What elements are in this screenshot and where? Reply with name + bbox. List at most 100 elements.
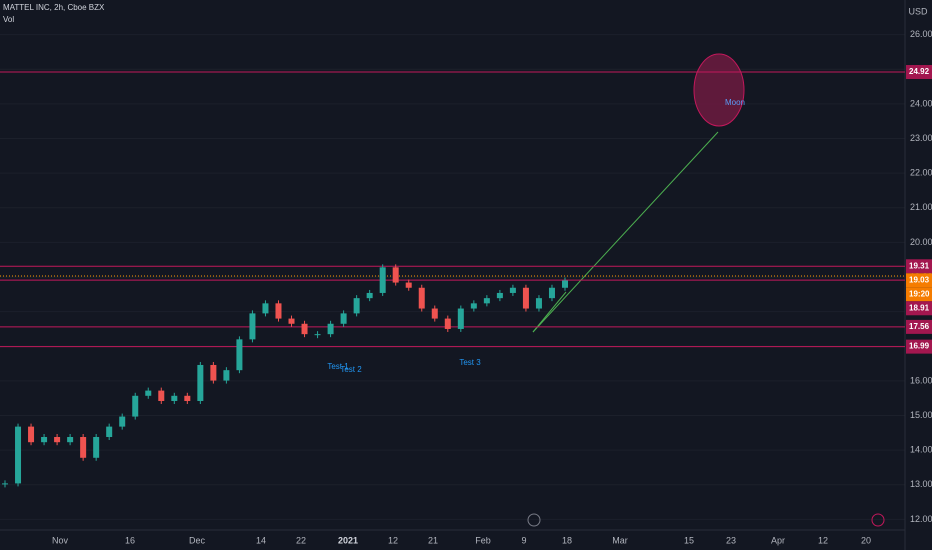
- candle: [366, 292, 373, 299]
- trend-line: [532, 131, 719, 333]
- y-tick-label: 21.00: [910, 202, 932, 212]
- candle: [379, 267, 386, 293]
- price-tag: [906, 259, 932, 274]
- candle: [28, 426, 35, 443]
- support-line: [532, 291, 567, 333]
- price-tag: [906, 339, 932, 354]
- x-tick-label: 20: [861, 535, 871, 545]
- test-label: Test 1: [327, 362, 349, 371]
- candle: [314, 334, 321, 336]
- countdown-label: 19:20: [909, 289, 930, 298]
- candle: [275, 303, 282, 319]
- candle: [184, 395, 191, 401]
- candle: [457, 308, 464, 329]
- candle: [236, 339, 243, 371]
- candle: [496, 292, 503, 299]
- y-tick-label: 20.00: [910, 237, 932, 247]
- candle: [262, 303, 269, 314]
- x-tick-label: 18: [562, 535, 572, 545]
- y-tick-label: 22.00: [910, 168, 932, 178]
- price-tag: [906, 273, 932, 288]
- candle: [548, 287, 555, 299]
- price-tag-label: 17.56: [909, 322, 930, 331]
- candle: [106, 426, 113, 438]
- candle: [210, 364, 217, 381]
- candle: [392, 267, 399, 283]
- candle: [327, 323, 334, 335]
- candle: [15, 426, 22, 484]
- x-tick-label: 12: [388, 535, 398, 545]
- price-tag-label: 24.92: [909, 67, 930, 76]
- countdown-tag: [906, 287, 932, 302]
- price-tag: [906, 65, 932, 80]
- x-tick-label: Feb: [475, 535, 491, 545]
- candle: [119, 416, 126, 427]
- candle: [353, 298, 360, 314]
- candle: [2, 483, 8, 485]
- price-tag-label: 18.91: [909, 303, 930, 312]
- x-tick-label: 14: [256, 535, 266, 545]
- candle: [67, 437, 74, 443]
- candle: [340, 313, 347, 324]
- event-icon[interactable]: [527, 513, 541, 527]
- candle: [145, 390, 152, 396]
- y-tick-label: 13.00: [910, 479, 932, 489]
- x-tick-label: 2021: [338, 535, 358, 545]
- price-tag-label: 16.99: [909, 342, 930, 351]
- x-tick-label: Mar: [612, 535, 628, 545]
- candle: [132, 395, 139, 417]
- labels: 12.0013.0014.0015.0016.0017.0018.0019.00…: [52, 29, 932, 545]
- y-tick-label: 15.00: [910, 410, 932, 420]
- x-tick-label: Dec: [189, 535, 206, 545]
- y-tick-label: 16.00: [910, 375, 932, 385]
- candle: [223, 370, 230, 381]
- currency[interactable]: USD: [908, 6, 928, 16]
- y-tick-label: 24.00: [910, 98, 932, 108]
- candle: [249, 313, 256, 340]
- price-tag-label: 19.31: [909, 261, 930, 270]
- candle: [301, 323, 308, 335]
- x-tick-label: 22: [296, 535, 306, 545]
- price-tag: [906, 301, 932, 316]
- y-tick-label: 26.00: [910, 29, 932, 39]
- test-label: Test 3: [459, 358, 481, 367]
- candle: [171, 395, 178, 401]
- y-tick-label: 14.00: [910, 445, 932, 455]
- candle: [405, 282, 412, 288]
- moon-circle: [693, 53, 745, 127]
- x-tick-label: Apr: [771, 535, 785, 545]
- y-tick-label: 23.00: [910, 133, 932, 143]
- price-lines: [0, 71, 905, 348]
- candle: [418, 287, 425, 309]
- y-tick-label: 12.00: [910, 514, 932, 524]
- candle: [562, 280, 568, 288]
- price-tag-label: 19.03: [909, 275, 930, 284]
- candle: [509, 287, 516, 293]
- x-tick-label: Nov: [52, 535, 69, 545]
- event-icon[interactable]: [871, 513, 885, 527]
- candle: [80, 437, 87, 458]
- candle: [197, 364, 204, 401]
- moon-label: Moon: [725, 98, 745, 107]
- x-tick-label: 23: [726, 535, 736, 545]
- candle: [54, 437, 61, 443]
- candle: [288, 318, 295, 324]
- candle: [41, 437, 48, 443]
- symbol-title: MATTEL INC, 2h, Cboe BZX: [3, 3, 105, 12]
- candles: [2, 264, 568, 488]
- candle: [93, 437, 100, 458]
- candle: [444, 318, 451, 329]
- price-tag: [906, 319, 932, 334]
- candle: [158, 390, 165, 401]
- candle: [483, 298, 490, 304]
- candle: [535, 298, 542, 309]
- candle: [522, 287, 529, 309]
- x-tick-label: 15: [684, 535, 694, 545]
- x-tick-label: 9: [521, 535, 526, 545]
- x-tick-label: 21: [428, 535, 438, 545]
- candle: [431, 308, 438, 319]
- indicator-name: Vol: [3, 15, 14, 24]
- x-tick-label: 16: [125, 535, 135, 545]
